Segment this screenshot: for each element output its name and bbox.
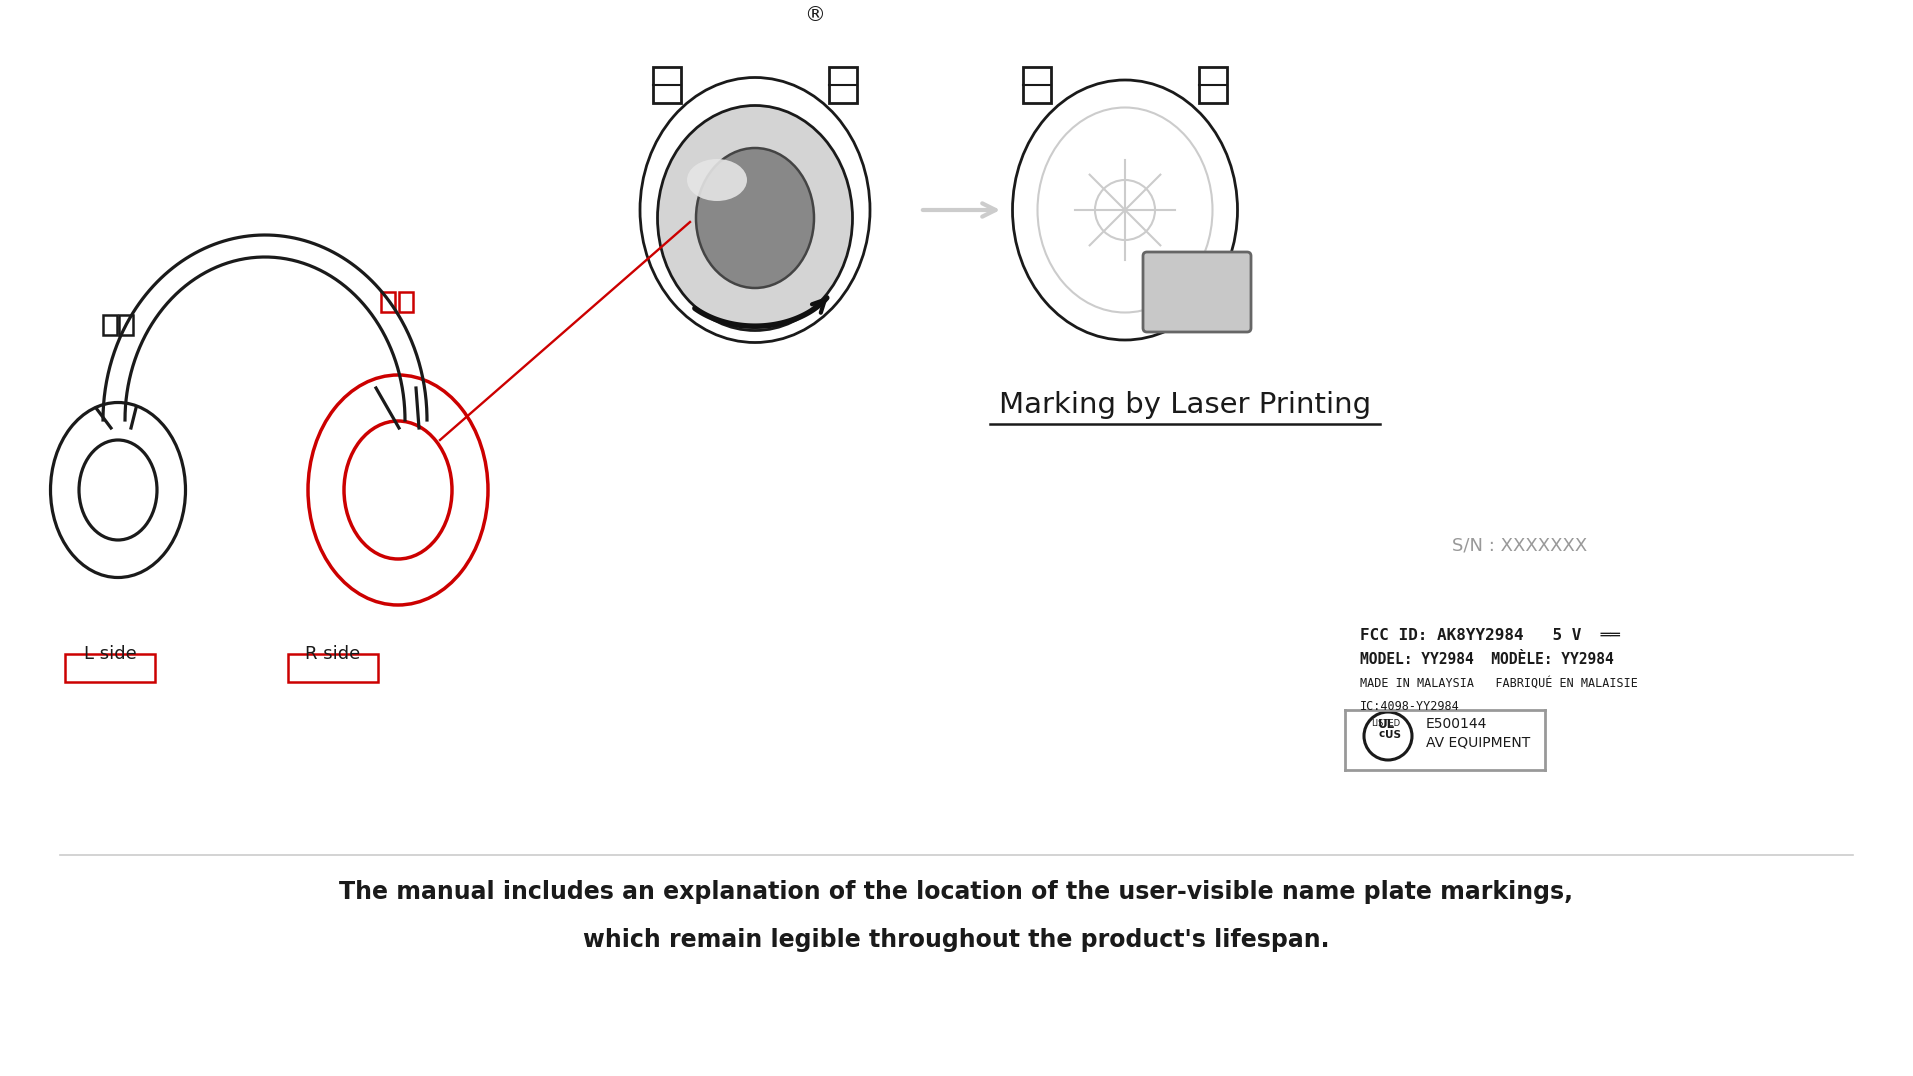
Text: IC:4098-YY2984: IC:4098-YY2984 [1360, 700, 1460, 713]
Bar [119, 315, 134, 335]
Text: which remain legible throughout the product's lifespan.: which remain legible throughout the prod… [583, 928, 1330, 952]
FancyBboxPatch shape [1142, 252, 1251, 332]
Ellipse shape [658, 105, 853, 330]
Text: E500144: E500144 [1425, 717, 1488, 731]
FancyBboxPatch shape [65, 654, 155, 682]
Text: US: US [1385, 730, 1400, 740]
Bar [400, 292, 413, 312]
Text: FCC ID: AK8YY2984   5 V  ══: FCC ID: AK8YY2984 5 V ══ [1360, 627, 1620, 642]
Text: Marking by Laser Printing: Marking by Laser Printing [999, 391, 1372, 419]
Bar [103, 315, 117, 335]
Bar [652, 67, 681, 103]
Text: LISTED: LISTED [1372, 720, 1400, 728]
Text: R side: R side [306, 645, 362, 663]
Text: MODEL: YY2984  MODÈLE: YY2984: MODEL: YY2984 MODÈLE: YY2984 [1360, 651, 1615, 666]
Text: UL: UL [1377, 718, 1395, 731]
Bar [828, 67, 857, 103]
Text: c: c [1379, 730, 1385, 739]
Text: The manual includes an explanation of the location of the user-visible name plat: The manual includes an explanation of th… [339, 880, 1572, 904]
Text: L side: L side [84, 645, 136, 663]
Bar [1199, 67, 1226, 103]
Text: MADE IN MALAYSIA   FABRIQUÉ EN MALAISIE: MADE IN MALAYSIA FABRIQUÉ EN MALAISIE [1360, 677, 1638, 690]
Bar [1023, 67, 1050, 103]
FancyBboxPatch shape [289, 654, 379, 682]
Ellipse shape [696, 148, 815, 288]
Bar [381, 292, 394, 312]
Text: AV EQUIPMENT: AV EQUIPMENT [1425, 735, 1530, 749]
Text: ®: ® [805, 5, 825, 25]
Text: S/N : XXXXXXX: S/N : XXXXXXX [1452, 537, 1588, 555]
Ellipse shape [687, 159, 746, 201]
